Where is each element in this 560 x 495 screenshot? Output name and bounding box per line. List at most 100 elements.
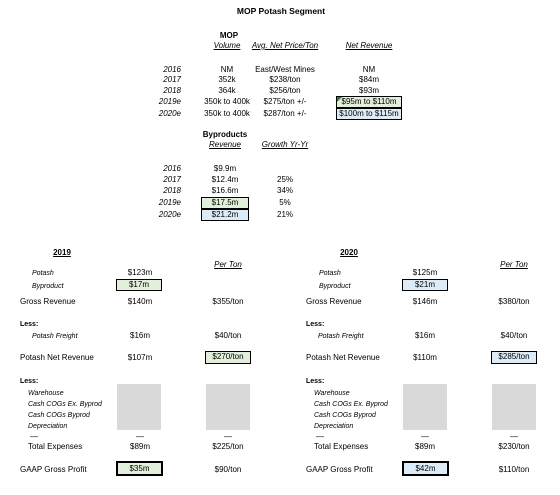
net-revenue-per-ton: $270/ton [205,351,251,364]
page-title: MOP Potash Segment [236,6,326,16]
byproducts-growth: 34% [276,186,294,195]
mop-price: $287/ton +/- [263,109,307,118]
net-revenue-per-ton: $285/ton [491,351,537,364]
byproducts-col-revenue: Revenue [208,140,242,149]
mop-volume: NM [220,65,234,74]
byproducts-heading: Byproducts [202,130,248,139]
byproduct-label: Byproduct [319,283,351,290]
total-expenses-per-ton: $225/ton [212,442,244,451]
expense-item: Cash COGs Ex. Byprod [314,401,388,408]
separator-dash: — [30,432,38,441]
mop-price: $238/ton [269,75,301,84]
mop-revenue-highlight: $95m to $110m [336,96,402,108]
total-expenses-label: Total Expenses [314,442,369,451]
gross-revenue-value: $146m [412,297,438,306]
expense-item: Cash COGs Byprod [28,412,90,419]
freight-per-ton: $40/ton [500,331,528,340]
gaap-gross-profit-value: $42m [402,461,449,476]
freight-label: Potash Freight [32,333,78,340]
expense-item: Warehouse [28,390,64,397]
net-revenue-value: $107m [127,353,153,362]
byproduct-value: $21m [402,279,448,291]
gaap-gross-profit-per-ton: $90/ton [214,465,242,474]
mop-col-revenue: Net Revenue [345,41,393,50]
per-ton-header: Per Ton [500,260,528,269]
byproducts-year: 2019e [158,198,181,207]
mop-volume: 364k [218,86,236,95]
mop-volume: 350k to 400k [204,109,250,118]
mop-revenue: $93m [358,86,380,95]
expense-item: Cash COGs Ex. Byprod [28,401,102,408]
byproduct-value: $17m [116,279,162,291]
less-label: Less: [20,378,39,385]
less-label: Less: [306,321,325,328]
mop-col-volume: Volume [213,41,241,50]
gross-revenue-label: Gross Revenue [306,297,362,306]
placeholder-box [492,384,536,430]
net-revenue-label: Potash Net Revenue [20,353,94,362]
gaap-gross-profit-value: $35m [116,461,163,476]
separator-dash: — [136,432,144,441]
expense-item: Cash COGs Byprod [314,412,376,419]
year-heading: 2020 [340,248,358,257]
mop-year: 2018 [163,86,181,95]
mop-revenue: NM [362,65,376,74]
byproducts-revenue-highlight: $21.2m [201,209,249,221]
mop-year: 2017 [163,75,181,84]
gaap-gross-profit-label: GAAP Gross Profit [306,465,373,474]
potash-value: $123m [127,268,153,277]
separator-dash: — [421,432,429,441]
potash-value: $125m [412,268,438,277]
freight-value: $16m [129,331,151,340]
placeholder-box [403,384,447,430]
byproducts-revenue: $16.6m [211,186,239,195]
placeholder-box [206,384,250,430]
byproducts-year: 2017 [163,175,181,184]
less-label: Less: [20,321,39,328]
potash-label: Potash [32,270,54,277]
mop-heading: MOP [219,31,239,40]
freight-value: $16m [414,331,436,340]
mop-year: 2019e [158,97,181,106]
gross-revenue-per-ton: $380/ton [498,297,530,306]
less-label: Less: [306,378,325,385]
expense-item: Depreciation [314,423,354,430]
gaap-gross-profit-per-ton: $110/ton [498,465,530,474]
total-expenses-value: $89m [129,442,151,451]
byproduct-label: Byproduct [32,283,64,290]
mop-revenue: $84m [358,75,380,84]
freight-label: Potash Freight [318,333,364,340]
gross-revenue-label: Gross Revenue [20,297,76,306]
separator-dash: — [224,432,232,441]
byproducts-year: 2020e [158,210,181,219]
byproducts-col-growth: Growth Yr-Yr [261,140,309,149]
gaap-gross-profit-label: GAAP Gross Profit [20,465,87,474]
freight-per-ton: $40/ton [214,331,242,340]
gross-revenue-value: $140m [127,297,153,306]
total-expenses-per-ton: $230/ton [498,442,530,451]
mop-volume: 350k to 400k [204,97,250,106]
net-revenue-label: Potash Net Revenue [306,353,380,362]
byproducts-growth: 21% [276,210,294,219]
placeholder-box [117,384,161,430]
expense-item: Depreciation [28,423,68,430]
mop-revenue-highlight: $100m to $115m [336,108,402,120]
separator-dash: — [316,432,324,441]
byproducts-revenue: $12.4m [211,175,239,184]
expense-item: Warehouse [314,390,350,397]
mop-year: 2020e [158,109,181,118]
mop-price: East/West Mines [255,65,315,74]
total-expenses-label: Total Expenses [28,442,83,451]
comment-indicator-icon [337,97,342,102]
separator-dash: — [510,432,518,441]
byproducts-growth: 25% [276,175,294,184]
byproducts-growth: 5% [279,198,291,207]
potash-label: Potash [319,270,341,277]
mop-col-price: Avg. Net Price/Ton [251,41,319,50]
byproducts-year: 2016 [163,164,181,173]
byproducts-revenue-highlight: $17.5m [201,197,249,209]
mop-year: 2016 [163,65,181,74]
mop-volume: 352k [218,75,236,84]
gross-revenue-per-ton: $355/ton [212,297,244,306]
total-expenses-value: $89m [414,442,436,451]
